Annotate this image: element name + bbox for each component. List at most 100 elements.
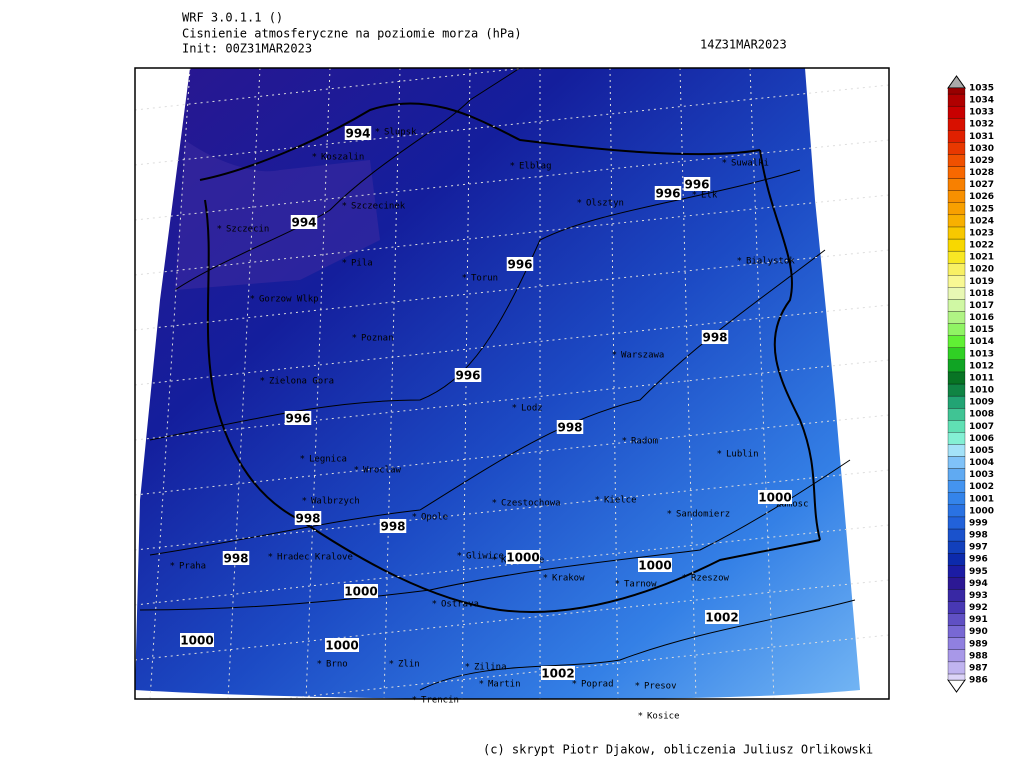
- legend-swatch: [947, 359, 966, 373]
- contour-label-box: [344, 126, 372, 140]
- legend-label: 992: [969, 603, 988, 613]
- legend-label: 991: [969, 615, 988, 625]
- city-marker: *: [577, 199, 582, 209]
- city-marker: *: [543, 574, 548, 584]
- contour-label-box: [705, 610, 739, 624]
- city-marker: *: [737, 257, 742, 267]
- legend-swatch: [947, 420, 966, 433]
- parallel: [135, 524, 889, 606]
- legend-label: 988: [969, 651, 988, 661]
- legend-swatch: [947, 93, 966, 107]
- city-marker: *: [217, 225, 222, 235]
- contour-label: 998: [557, 421, 582, 435]
- city-marker: *: [635, 682, 640, 692]
- city-label: Szczecinek: [351, 202, 406, 212]
- city-marker: *: [717, 450, 722, 460]
- contour-label-box: [506, 257, 534, 271]
- legend-label: 1030: [969, 144, 994, 154]
- city-label: Slupsk: [384, 128, 417, 138]
- legend-label: 1034: [969, 96, 994, 106]
- city-label: Ostrava: [441, 600, 479, 610]
- parallel: [135, 359, 889, 441]
- city-marker: *: [682, 574, 687, 584]
- city-label: Szczecin: [226, 225, 269, 235]
- contour-label-box: [222, 551, 250, 565]
- valid-time: 14Z31MAR2023: [700, 38, 787, 52]
- legend-label: 1025: [969, 204, 994, 214]
- legend-swatch: [947, 552, 966, 566]
- city-marker: *: [432, 600, 437, 610]
- legend-label: 1010: [969, 386, 994, 396]
- legend-swatch: [947, 178, 966, 191]
- legend-label: 998: [969, 531, 988, 541]
- legend-label: 1008: [969, 410, 994, 420]
- city-label: Hradec Kralove: [277, 553, 353, 563]
- legend-swatch: [947, 577, 966, 590]
- contour-label: 996: [285, 412, 310, 426]
- legend-label: 1026: [969, 192, 994, 202]
- contour-label: 1000: [344, 585, 377, 599]
- contour-label: 1000: [758, 491, 791, 505]
- credits: (c) skrypt Piotr Djakow, obliczenia Juli…: [483, 743, 873, 757]
- legend-label: 987: [969, 663, 988, 673]
- model-label: WRF 3.0.1.1 (): [182, 11, 283, 25]
- city-label: Bialystok: [746, 257, 795, 267]
- city-marker: *: [342, 202, 347, 212]
- legend-label: 1014: [969, 337, 994, 347]
- city-label: Brno: [326, 660, 348, 670]
- parallel: [135, 414, 889, 496]
- contour-label: 1002: [705, 611, 738, 625]
- city-label: Lodz: [521, 404, 543, 414]
- city-label: Pila: [351, 259, 373, 269]
- graticule: [135, 68, 889, 699]
- city-label: Martin: [488, 680, 521, 690]
- low-pressure-area: [175, 140, 380, 290]
- legend-label: 1022: [969, 241, 994, 251]
- city-marker: *: [354, 466, 359, 476]
- city-label: Sandomierz: [676, 510, 730, 520]
- legend-swatch: [947, 166, 966, 179]
- legend-swatch: [947, 226, 966, 240]
- city-marker: *: [612, 351, 617, 361]
- city-marker: *: [722, 159, 727, 169]
- contour-label-box: [379, 519, 407, 533]
- contour-label-box: [454, 368, 482, 382]
- legend-label: 1018: [969, 289, 994, 299]
- city-marker: *: [512, 404, 517, 414]
- city-marker: *: [412, 513, 417, 523]
- legend-label: 1002: [969, 482, 994, 492]
- legend-swatch: [947, 661, 966, 675]
- city-marker: *: [317, 660, 322, 670]
- legend-swatch: [947, 214, 966, 228]
- parallel: [135, 139, 889, 221]
- legend-swatch: [947, 456, 966, 469]
- city-label: Praha: [179, 562, 206, 572]
- city-label: Rzeszow: [691, 574, 730, 584]
- city-marker: *: [250, 295, 255, 305]
- parallel: [135, 194, 889, 276]
- legend-swatch: [947, 238, 966, 252]
- legend-label: 1033: [969, 108, 994, 118]
- legend-swatch: [947, 625, 966, 638]
- map-title: Cisnienie atmosferyczne na poziomie morz…: [182, 27, 522, 41]
- city-marker: *: [595, 496, 600, 506]
- legend-label: 996: [969, 555, 988, 565]
- city-marker: *: [352, 334, 357, 344]
- contour-label: 996: [655, 187, 680, 201]
- contour-label-box: [180, 633, 214, 647]
- legend-swatch: [947, 190, 966, 203]
- city-label: Olsztyn: [586, 199, 624, 209]
- legend-label: 1029: [969, 156, 994, 166]
- city-marker: *: [622, 437, 627, 447]
- contour-label: 996: [684, 178, 709, 192]
- legend-swatch: [947, 202, 966, 216]
- contour-label: 998: [295, 512, 320, 526]
- city-label: Zamosc: [776, 500, 809, 510]
- contour-label: 998: [223, 552, 248, 566]
- legend-label: 1024: [969, 216, 994, 226]
- legend-swatch: [947, 528, 966, 542]
- city-label: Kielce: [604, 496, 637, 506]
- contour-label: 996: [455, 369, 480, 383]
- legend-swatch: [947, 335, 966, 348]
